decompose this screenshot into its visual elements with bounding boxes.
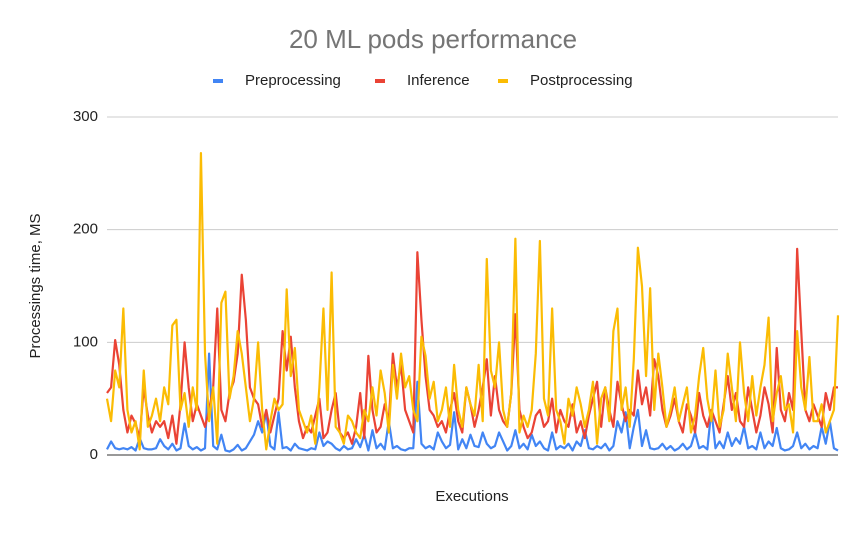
y-tick-label: 100 [73,333,98,350]
y-tick-label: 200 [73,221,98,238]
series-line [106,352,839,453]
y-axis-label: Processings time, MS [27,213,44,358]
y-tick-label: 300 [73,108,98,125]
series-line [106,247,838,445]
legend-label: Preprocessing [245,72,341,89]
legend-label: Inference [407,72,470,89]
x-axis-label: Executions [435,488,508,505]
legend-label: Postprocessing [530,72,633,89]
chart-title: 20 ML pods performance [289,24,577,54]
series-line [105,151,840,451]
y-tick-label: 0 [90,446,98,463]
